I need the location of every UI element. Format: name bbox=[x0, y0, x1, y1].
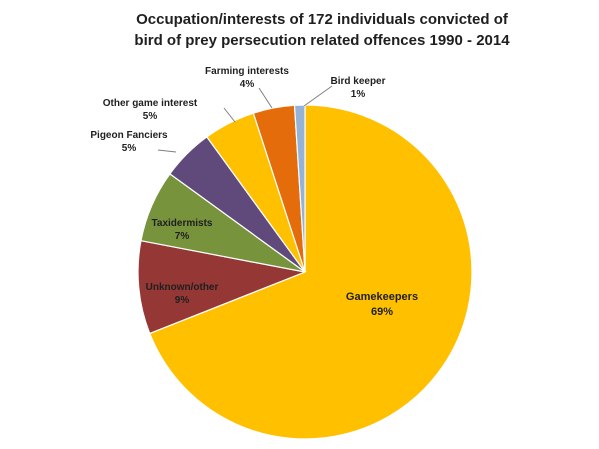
slice-label-percent: 5% bbox=[143, 111, 158, 122]
chart-title-line-2: bird of prey persecution related offence… bbox=[134, 32, 510, 49]
slice-label-name: Unknown/other bbox=[146, 282, 219, 293]
chart-title-line-1: Occupation/interests of 172 individuals … bbox=[136, 11, 509, 28]
slice-label-percent: 69% bbox=[371, 306, 393, 318]
leader-line-5 bbox=[223, 107, 236, 123]
slice-label-name: Bird keeper bbox=[330, 76, 385, 87]
slice-labels: Gamekeepers 69% Unknown/other 9% Taxidermist… bbox=[90, 66, 418, 318]
slice-label-percent: 9% bbox=[175, 295, 190, 306]
slice-label-name: Pigeon Fanciers bbox=[90, 130, 168, 141]
slice-label-percent: 1% bbox=[351, 89, 366, 100]
pie-slice-unknown-other bbox=[137, 240, 308, 335]
slice-label-percent: 4% bbox=[240, 79, 255, 90]
leader-line-6 bbox=[258, 87, 273, 109]
slice-label-name: Gamekeepers bbox=[346, 291, 418, 303]
pie-slices bbox=[137, 104, 473, 440]
slice-label-name: Farming interests bbox=[205, 66, 289, 77]
slice-label-name: Other game interest bbox=[103, 98, 198, 109]
slice-label-percent: 7% bbox=[175, 231, 190, 242]
leader-lines bbox=[157, 85, 333, 153]
slice-label-percent: 5% bbox=[122, 143, 137, 154]
pie-slice-gamekeepers bbox=[148, 104, 473, 440]
leader-line-4 bbox=[157, 149, 177, 153]
leader-line-7 bbox=[303, 85, 333, 107]
slice-label-name: Taxidermists bbox=[152, 218, 213, 229]
